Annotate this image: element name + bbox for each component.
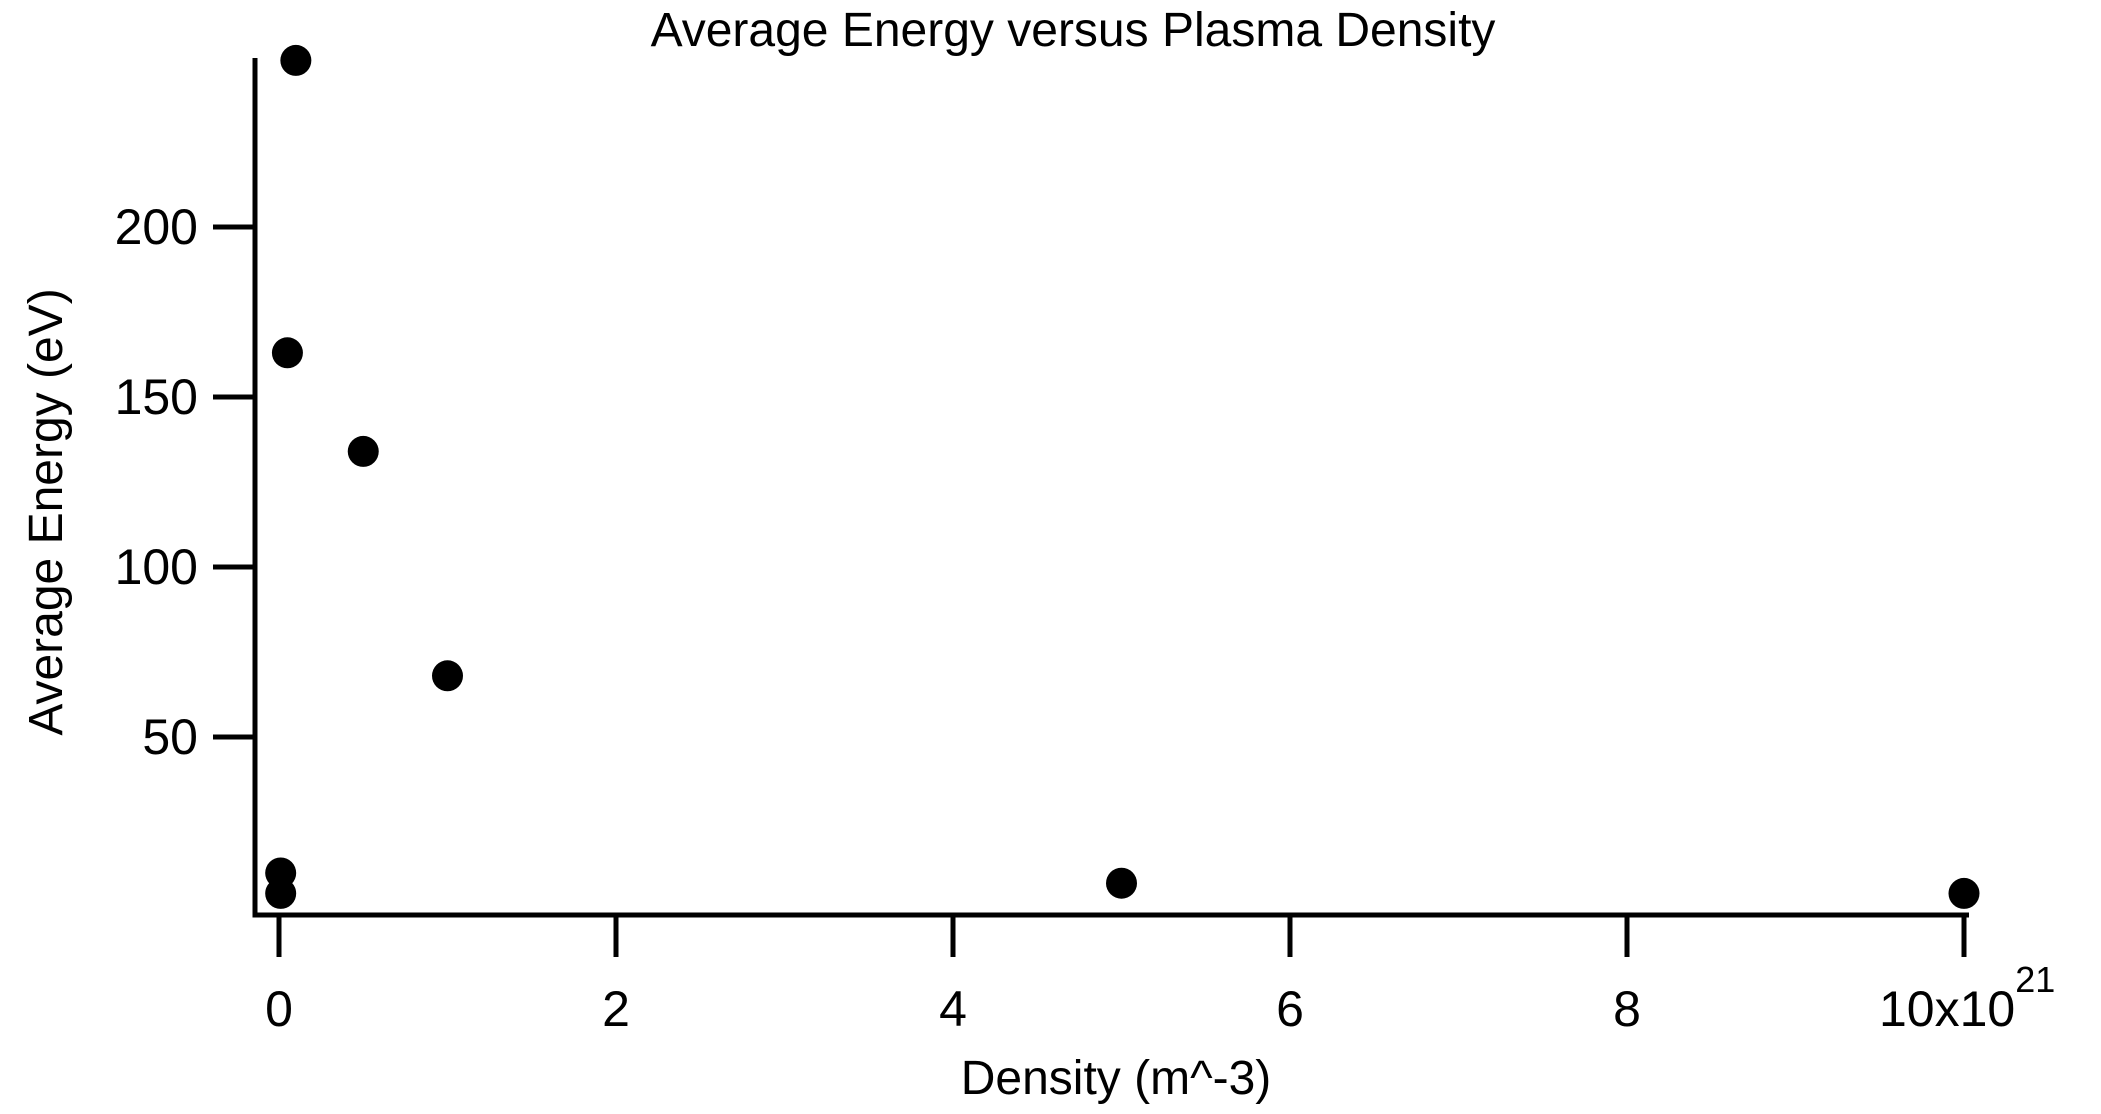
x-tick-label: 2 [602, 981, 630, 1037]
axes [252, 58, 1969, 918]
chart-title: Average Energy versus Plasma Density [651, 4, 1496, 57]
data-point [1948, 877, 1980, 909]
x-axis-label: Density (m^-3) [961, 1052, 1272, 1105]
data-points [265, 44, 1980, 909]
x-tick-label: 8 [1613, 981, 1641, 1037]
y-axis-label: Average Energy (eV) [20, 288, 73, 735]
x-tick-label: 6 [1276, 981, 1304, 1037]
data-point [347, 435, 379, 467]
y-tick-label: 100 [115, 539, 198, 595]
data-point [271, 337, 303, 369]
y-tick-label: 150 [115, 369, 198, 425]
data-point [432, 660, 463, 692]
y-tick-label: 200 [115, 199, 198, 255]
data-point [280, 44, 312, 76]
data-point [265, 877, 297, 909]
x-tick-exponent: 21 [2015, 959, 2055, 1000]
x-tick-label: 0 [265, 981, 293, 1037]
tick-marks: 0 2 4 6 8 10x1021 50 100 150 200 [115, 199, 2056, 1037]
x-tick-label: 4 [939, 981, 967, 1037]
y-tick-label: 50 [142, 709, 198, 765]
x-tick-label: 10x1021 [1879, 959, 2055, 1037]
data-point [1106, 867, 1137, 899]
